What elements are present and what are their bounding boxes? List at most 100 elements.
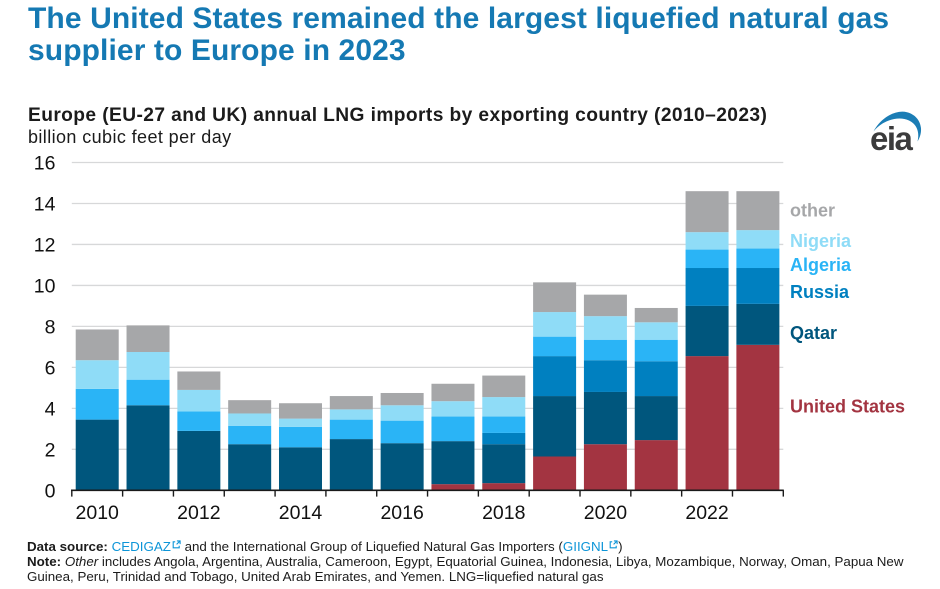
series-russia <box>482 268 780 445</box>
bar-segment-2018-other <box>482 375 526 398</box>
x-tick-label-2020: 2020 <box>584 502 628 524</box>
series-algeria <box>75 248 780 448</box>
bar-segment-2015-nigeria <box>329 409 373 420</box>
bar-segment-2013-qatar <box>228 444 272 491</box>
giignl-link[interactable]: GIIGNL <box>562 539 609 554</box>
bar-segment-2022-russia <box>685 268 729 306</box>
series-nigeria <box>75 230 780 427</box>
bar-segment-2012-other <box>177 371 221 390</box>
bar-segment-2023-algeria <box>736 248 780 269</box>
bar-segment-2022-nigeria <box>685 232 729 250</box>
bar-segment-2016-other <box>380 392 424 406</box>
bar-segment-2018-nigeria <box>482 397 526 417</box>
legend-label-nigeria: Nigeria <box>790 231 852 251</box>
chart-units-label: billion cubic feet per day <box>28 127 232 147</box>
note-other-word: Other <box>64 554 99 569</box>
bar-segment-2016-nigeria <box>380 405 424 421</box>
bar-segment-2020-united-states <box>583 444 627 491</box>
bar-segment-2022-united-states <box>685 356 729 491</box>
bar-segment-2019-united-states <box>533 456 577 491</box>
y-tick-label-2: 2 <box>45 439 56 461</box>
bar-segment-2023-qatar <box>736 303 780 345</box>
bar-segment-2010-qatar <box>75 419 119 491</box>
bar-segment-2011-qatar <box>126 405 170 491</box>
external-link-icon <box>172 540 181 549</box>
bar-segment-2015-algeria <box>329 419 373 440</box>
bar-segment-2017-united-states <box>431 484 475 491</box>
page-title: The United States remained the largest l… <box>28 2 890 67</box>
datasource-suffix: ) <box>618 539 623 554</box>
legend-label-qatar: Qatar <box>790 323 837 343</box>
x-tick-label-2016: 2016 <box>380 502 423 524</box>
bar-segment-2014-qatar <box>278 447 322 491</box>
bar-segment-2010-nigeria <box>75 360 119 389</box>
bar-segment-2017-other <box>431 383 475 402</box>
y-tick-label-4: 4 <box>45 398 56 420</box>
bar-segment-2010-other <box>75 329 119 361</box>
bar-segment-2021-nigeria <box>634 322 678 340</box>
bar-segment-2022-qatar <box>685 305 729 357</box>
bar-segment-2017-qatar <box>431 441 475 485</box>
series-other <box>75 191 780 419</box>
bar-segment-2012-nigeria <box>177 389 221 412</box>
bar-segment-2021-united-states <box>634 440 678 491</box>
y-tick-label-10: 10 <box>34 275 56 297</box>
legend-label-russia: Russia <box>790 282 850 302</box>
bar-segment-2023-nigeria <box>736 230 780 249</box>
legend-label-algeria: Algeria <box>790 255 852 275</box>
bar-segment-2018-russia <box>482 432 526 445</box>
bar-segment-2022-algeria <box>685 249 729 269</box>
bar-segment-2023-united-states <box>736 344 780 491</box>
chart-footer: Data source: CEDIGAZ and the Internation… <box>27 539 924 584</box>
bar-segment-2020-algeria <box>583 339 627 361</box>
bar-segment-2013-algeria <box>228 425 272 445</box>
x-tick-label-2018: 2018 <box>482 502 525 524</box>
y-tick-label-16: 16 <box>34 153 56 175</box>
cedigaz-link[interactable]: CEDIGAZ <box>111 539 171 554</box>
bar-segment-2020-other <box>583 294 627 317</box>
x-tick-label-2014: 2014 <box>279 502 323 524</box>
x-tick-label-2022: 2022 <box>685 502 728 524</box>
bar-segment-2021-russia <box>634 361 678 397</box>
bar-segment-2021-qatar <box>634 396 678 441</box>
eia-logo-text: eia <box>871 120 914 154</box>
bar-segment-2010-algeria <box>75 388 119 420</box>
bar-segment-2021-algeria <box>634 339 678 362</box>
bar-segment-2019-russia <box>533 356 577 397</box>
x-tick-label-2010: 2010 <box>76 502 120 524</box>
bar-segment-2017-algeria <box>431 416 475 442</box>
eia-logo: eia <box>871 111 922 154</box>
bar-segment-2016-qatar <box>380 443 424 491</box>
bar-segment-2023-russia <box>736 268 780 304</box>
bar-segment-2018-algeria <box>482 416 526 433</box>
bar-segment-2022-other <box>685 191 729 233</box>
eia-logo-swoosh <box>873 111 922 142</box>
y-tick-label-6: 6 <box>45 357 56 379</box>
series-united-states <box>431 344 780 491</box>
legend-label-other: other <box>790 201 835 221</box>
bar-segment-2023-other <box>736 191 780 231</box>
bar-segment-2018-united-states <box>482 483 526 491</box>
bar-segment-2020-nigeria <box>583 316 627 340</box>
y-tick-label-8: 8 <box>45 316 56 338</box>
chart-subtitle: Europe (EU-27 and UK) annual LNG imports… <box>28 105 768 126</box>
y-tick-label-0: 0 <box>45 480 56 502</box>
bar-segment-2019-nigeria <box>533 312 577 337</box>
note-label: Note: <box>27 554 62 569</box>
note-line: Note: Other includes Angola, Argentina, … <box>27 554 924 584</box>
datasource-line: Data source: CEDIGAZ and the Internation… <box>27 539 924 554</box>
datasource-label: Data source: <box>27 539 108 554</box>
x-tick-label-2012: 2012 <box>177 502 220 524</box>
bar-segment-2013-nigeria <box>228 413 272 426</box>
bar-segment-2015-other <box>329 396 373 410</box>
bar-segment-2021-other <box>634 307 678 323</box>
bar-segment-2014-other <box>278 403 322 419</box>
bar-segment-2020-qatar <box>583 391 627 445</box>
datasource-middle-text: and the International Group of Liquefied… <box>180 539 563 554</box>
legend-label-united-states: United States <box>790 397 905 417</box>
bar-segment-2016-algeria <box>380 420 424 444</box>
y-tick-label-14: 14 <box>34 193 56 215</box>
bar-segment-2015-qatar <box>329 439 373 491</box>
